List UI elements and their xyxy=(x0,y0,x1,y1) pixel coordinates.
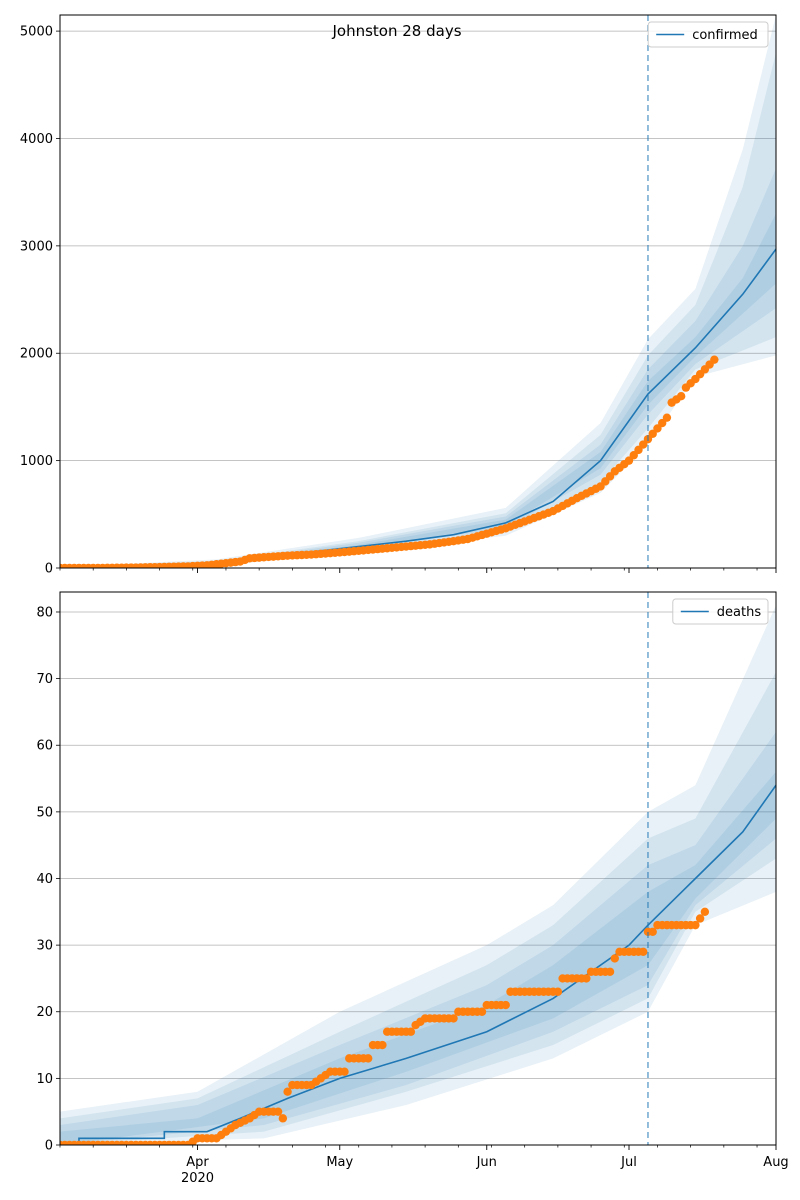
observed-point xyxy=(648,429,657,438)
axes-frame xyxy=(59,14,777,569)
y-tick-label: 50 xyxy=(36,805,53,820)
observed-point xyxy=(691,920,700,930)
x-year-label: 2020 xyxy=(181,1171,214,1186)
panel-2: 0 10 20 30 40 50 60 70 80 Apr May Jun Jul Aug 2020 deat… xyxy=(36,591,789,1186)
legend-box xyxy=(672,598,769,625)
observed-point xyxy=(700,907,710,917)
observed-point xyxy=(477,1007,487,1016)
y-tick-label: 1000 xyxy=(20,454,53,469)
y-tick-label: 30 xyxy=(36,939,53,954)
observed-point xyxy=(582,974,591,983)
observed-point xyxy=(634,445,643,455)
y-tick-label: 40 xyxy=(36,872,53,887)
x-tick-label: Aug xyxy=(763,1155,788,1170)
y-tick-label: 70 xyxy=(36,672,53,687)
plot-area xyxy=(60,605,776,1145)
plot-area xyxy=(60,15,776,568)
observed-point xyxy=(629,451,638,460)
chart-title: Johnston 28 days xyxy=(331,22,461,40)
x-tick-label: May xyxy=(326,1155,353,1170)
observed-point xyxy=(657,418,667,428)
observed-point xyxy=(624,456,634,465)
observed-point xyxy=(406,1027,416,1036)
y-tick-label: 5000 xyxy=(20,25,53,40)
y-tick-label: 3000 xyxy=(20,239,53,254)
model-line xyxy=(60,784,776,1145)
y-tick-label: 4000 xyxy=(20,132,53,147)
y-tick-label: 0 xyxy=(45,1139,53,1154)
y-tick-label: 60 xyxy=(36,739,53,754)
legend-box xyxy=(647,21,769,48)
x-tick-label: Jul xyxy=(620,1155,637,1170)
observed-point xyxy=(662,413,672,422)
observed-point xyxy=(364,1054,373,1063)
observed-point xyxy=(695,914,705,923)
observed-point xyxy=(710,355,719,364)
observed-point xyxy=(449,1014,458,1023)
x-tick-label: Jun xyxy=(476,1155,497,1170)
y-tick-label: 10 xyxy=(36,1072,53,1087)
y-tick-label: 2000 xyxy=(20,347,53,362)
uncertainty-band-1 xyxy=(60,605,776,1145)
observed-point xyxy=(639,947,648,956)
y-tick-label: 0 xyxy=(45,562,53,577)
observed-point xyxy=(553,987,563,996)
legend-label: deaths xyxy=(717,605,762,620)
uncertainty-band-2 xyxy=(60,671,776,1145)
observed-point xyxy=(639,440,648,449)
observed-point xyxy=(378,1040,387,1050)
observed-point xyxy=(653,424,662,433)
uncertainty-band-1 xyxy=(60,15,776,568)
uncertainty-band-2 xyxy=(60,52,776,568)
uncertainty-band-3 xyxy=(60,731,776,1145)
observed-point xyxy=(648,927,657,936)
panel-1: 0 1000 2000 3000 4000 5000 Johnston 28 days con… xyxy=(20,14,777,577)
observed-point xyxy=(610,954,619,963)
observed-point xyxy=(501,1000,510,1010)
x-tick-label: Apr xyxy=(186,1155,209,1170)
observed-point xyxy=(340,1067,349,1076)
observed-point xyxy=(273,1107,283,1116)
observed-point xyxy=(676,391,686,401)
observed-point xyxy=(605,967,615,976)
uncertainty-band-3 xyxy=(60,168,776,568)
uncertainty-band-4 xyxy=(60,771,776,1145)
observed-point xyxy=(278,1114,288,1123)
axes-frame xyxy=(59,591,777,1146)
y-tick-label: 20 xyxy=(36,1005,53,1020)
observed-point xyxy=(283,1087,292,1096)
y-tick-label: 80 xyxy=(36,605,53,620)
legend-label: confirmed xyxy=(692,28,758,43)
